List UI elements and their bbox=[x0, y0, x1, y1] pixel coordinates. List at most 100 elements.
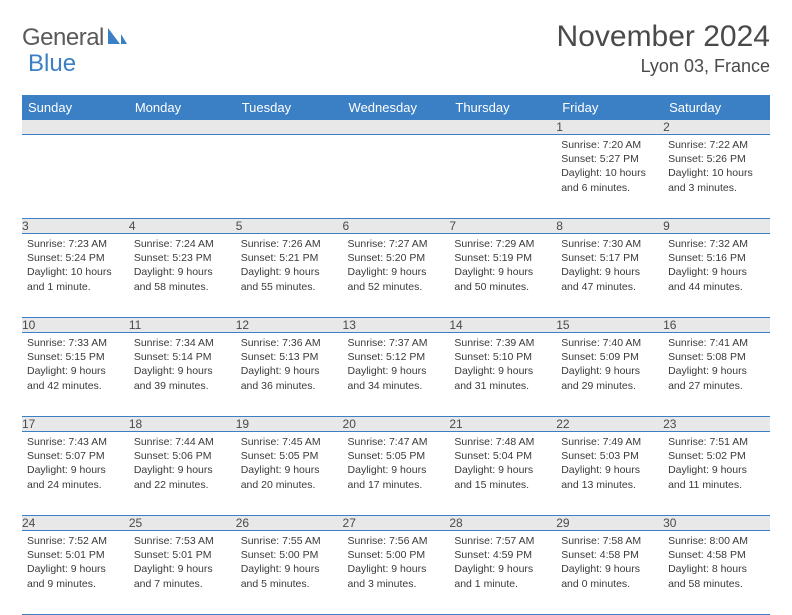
day-number bbox=[449, 120, 556, 135]
logo-sail-icon bbox=[106, 26, 128, 51]
daylight-text: Daylight: 9 hours and 29 minutes. bbox=[561, 364, 658, 392]
day-cell-content: Sunrise: 7:55 AMSunset: 5:00 PMDaylight:… bbox=[236, 531, 343, 595]
daylight-text: Daylight: 8 hours and 58 minutes. bbox=[668, 562, 765, 590]
day-number-row: 12 bbox=[22, 120, 770, 135]
sunrise-text: Sunrise: 7:40 AM bbox=[561, 336, 658, 350]
day-cell-content: Sunrise: 7:27 AMSunset: 5:20 PMDaylight:… bbox=[343, 234, 450, 298]
sunrise-text: Sunrise: 7:44 AM bbox=[134, 435, 231, 449]
day-number bbox=[343, 120, 450, 135]
weekday-header: Thursday bbox=[449, 95, 556, 120]
day-cell: Sunrise: 7:48 AMSunset: 5:04 PMDaylight:… bbox=[449, 432, 556, 516]
sunrise-text: Sunrise: 7:30 AM bbox=[561, 237, 658, 251]
day-cell-content: Sunrise: 7:34 AMSunset: 5:14 PMDaylight:… bbox=[129, 333, 236, 397]
day-number: 3 bbox=[22, 219, 129, 234]
daylight-text: Daylight: 9 hours and 5 minutes. bbox=[241, 562, 338, 590]
daylight-text: Daylight: 9 hours and 24 minutes. bbox=[27, 463, 124, 491]
day-cell-content: Sunrise: 7:51 AMSunset: 5:02 PMDaylight:… bbox=[663, 432, 770, 496]
daylight-text: Daylight: 10 hours and 6 minutes. bbox=[561, 166, 658, 194]
daylight-text: Daylight: 9 hours and 50 minutes. bbox=[454, 265, 551, 293]
day-cell: Sunrise: 7:29 AMSunset: 5:19 PMDaylight:… bbox=[449, 234, 556, 318]
day-cell-content: Sunrise: 8:00 AMSunset: 4:58 PMDaylight:… bbox=[663, 531, 770, 595]
day-cell: Sunrise: 7:57 AMSunset: 4:59 PMDaylight:… bbox=[449, 531, 556, 615]
day-content-row: Sunrise: 7:43 AMSunset: 5:07 PMDaylight:… bbox=[22, 432, 770, 516]
daylight-text: Daylight: 9 hours and 17 minutes. bbox=[348, 463, 445, 491]
daylight-text: Daylight: 9 hours and 20 minutes. bbox=[241, 463, 338, 491]
day-number-row: 10111213141516 bbox=[22, 318, 770, 333]
sunset-text: Sunset: 5:21 PM bbox=[241, 251, 338, 265]
logo-text-2: Blue bbox=[28, 50, 76, 78]
day-number: 12 bbox=[236, 318, 343, 333]
day-cell: Sunrise: 7:56 AMSunset: 5:00 PMDaylight:… bbox=[343, 531, 450, 615]
day-cell: Sunrise: 7:30 AMSunset: 5:17 PMDaylight:… bbox=[556, 234, 663, 318]
day-cell-content: Sunrise: 7:36 AMSunset: 5:13 PMDaylight:… bbox=[236, 333, 343, 397]
daylight-text: Daylight: 9 hours and 58 minutes. bbox=[134, 265, 231, 293]
day-cell-content: Sunrise: 7:47 AMSunset: 5:05 PMDaylight:… bbox=[343, 432, 450, 496]
sunset-text: Sunset: 5:19 PM bbox=[454, 251, 551, 265]
day-cell: Sunrise: 7:37 AMSunset: 5:12 PMDaylight:… bbox=[343, 333, 450, 417]
sunset-text: Sunset: 5:13 PM bbox=[241, 350, 338, 364]
daylight-text: Daylight: 9 hours and 0 minutes. bbox=[561, 562, 658, 590]
day-cell: Sunrise: 7:44 AMSunset: 5:06 PMDaylight:… bbox=[129, 432, 236, 516]
day-cell-content: Sunrise: 7:58 AMSunset: 4:58 PMDaylight:… bbox=[556, 531, 663, 595]
day-cell: Sunrise: 7:40 AMSunset: 5:09 PMDaylight:… bbox=[556, 333, 663, 417]
day-number: 21 bbox=[449, 417, 556, 432]
day-cell: Sunrise: 8:00 AMSunset: 4:58 PMDaylight:… bbox=[663, 531, 770, 615]
daylight-text: Daylight: 9 hours and 39 minutes. bbox=[134, 364, 231, 392]
day-cell-content: Sunrise: 7:26 AMSunset: 5:21 PMDaylight:… bbox=[236, 234, 343, 298]
daylight-text: Daylight: 10 hours and 3 minutes. bbox=[668, 166, 765, 194]
sunset-text: Sunset: 5:05 PM bbox=[241, 449, 338, 463]
day-cell-content: Sunrise: 7:32 AMSunset: 5:16 PMDaylight:… bbox=[663, 234, 770, 298]
day-number bbox=[236, 120, 343, 135]
day-number: 16 bbox=[663, 318, 770, 333]
day-number: 9 bbox=[663, 219, 770, 234]
day-cell bbox=[449, 135, 556, 219]
day-cell-content: Sunrise: 7:44 AMSunset: 5:06 PMDaylight:… bbox=[129, 432, 236, 496]
day-cell-content: Sunrise: 7:45 AMSunset: 5:05 PMDaylight:… bbox=[236, 432, 343, 496]
day-cell: Sunrise: 7:20 AMSunset: 5:27 PMDaylight:… bbox=[556, 135, 663, 219]
day-number: 28 bbox=[449, 516, 556, 531]
sunset-text: Sunset: 5:17 PM bbox=[561, 251, 658, 265]
day-cell: Sunrise: 7:24 AMSunset: 5:23 PMDaylight:… bbox=[129, 234, 236, 318]
day-cell: Sunrise: 7:41 AMSunset: 5:08 PMDaylight:… bbox=[663, 333, 770, 417]
daylight-text: Daylight: 9 hours and 3 minutes. bbox=[348, 562, 445, 590]
day-cell-content: Sunrise: 7:33 AMSunset: 5:15 PMDaylight:… bbox=[22, 333, 129, 397]
weekday-header: Sunday bbox=[22, 95, 129, 120]
day-cell: Sunrise: 7:39 AMSunset: 5:10 PMDaylight:… bbox=[449, 333, 556, 417]
day-cell-content: Sunrise: 7:52 AMSunset: 5:01 PMDaylight:… bbox=[22, 531, 129, 595]
sunset-text: Sunset: 5:14 PM bbox=[134, 350, 231, 364]
sunrise-text: Sunrise: 7:47 AM bbox=[348, 435, 445, 449]
sunrise-text: Sunrise: 7:26 AM bbox=[241, 237, 338, 251]
sunrise-text: Sunrise: 7:57 AM bbox=[454, 534, 551, 548]
sunset-text: Sunset: 5:20 PM bbox=[348, 251, 445, 265]
day-cell-content: Sunrise: 7:22 AMSunset: 5:26 PMDaylight:… bbox=[663, 135, 770, 199]
day-content-row: Sunrise: 7:23 AMSunset: 5:24 PMDaylight:… bbox=[22, 234, 770, 318]
weekday-header-row: Sunday Monday Tuesday Wednesday Thursday… bbox=[22, 95, 770, 120]
day-number: 5 bbox=[236, 219, 343, 234]
sunrise-text: Sunrise: 7:49 AM bbox=[561, 435, 658, 449]
sunrise-text: Sunrise: 7:20 AM bbox=[561, 138, 658, 152]
daylight-text: Daylight: 9 hours and 36 minutes. bbox=[241, 364, 338, 392]
day-cell: Sunrise: 7:32 AMSunset: 5:16 PMDaylight:… bbox=[663, 234, 770, 318]
day-number: 20 bbox=[343, 417, 450, 432]
weekday-header: Tuesday bbox=[236, 95, 343, 120]
day-number: 10 bbox=[22, 318, 129, 333]
sunset-text: Sunset: 5:07 PM bbox=[27, 449, 124, 463]
day-cell: Sunrise: 7:26 AMSunset: 5:21 PMDaylight:… bbox=[236, 234, 343, 318]
daylight-text: Daylight: 9 hours and 27 minutes. bbox=[668, 364, 765, 392]
day-number: 1 bbox=[556, 120, 663, 135]
day-cell-content: Sunrise: 7:56 AMSunset: 5:00 PMDaylight:… bbox=[343, 531, 450, 595]
logo-text-1: General bbox=[22, 24, 104, 52]
sunset-text: Sunset: 5:23 PM bbox=[134, 251, 231, 265]
sunset-text: Sunset: 5:24 PM bbox=[27, 251, 124, 265]
sunset-text: Sunset: 5:03 PM bbox=[561, 449, 658, 463]
day-number: 6 bbox=[343, 219, 450, 234]
sunset-text: Sunset: 5:01 PM bbox=[27, 548, 124, 562]
header: General November 2024 Lyon 03, France bbox=[22, 20, 770, 77]
sunset-text: Sunset: 4:59 PM bbox=[454, 548, 551, 562]
day-number: 13 bbox=[343, 318, 450, 333]
day-number: 11 bbox=[129, 318, 236, 333]
sunset-text: Sunset: 5:16 PM bbox=[668, 251, 765, 265]
day-number bbox=[129, 120, 236, 135]
day-content-row: Sunrise: 7:52 AMSunset: 5:01 PMDaylight:… bbox=[22, 531, 770, 615]
weekday-header: Wednesday bbox=[343, 95, 450, 120]
